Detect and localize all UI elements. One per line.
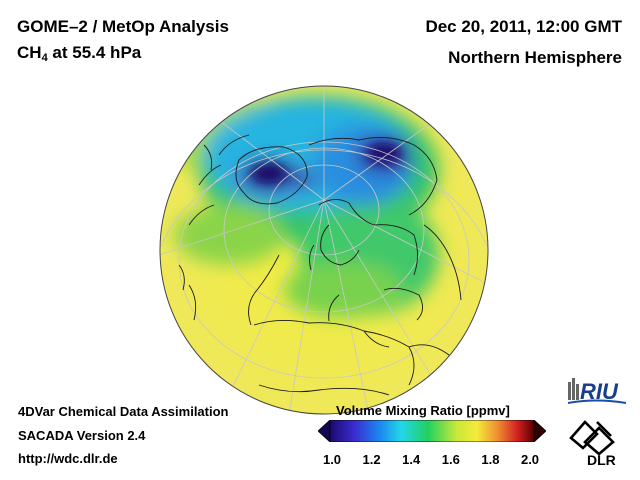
colorbar-tick-label: 1.0 [322, 452, 342, 467]
hemisphere-label: Northern Hemisphere [448, 48, 622, 67]
globe-map [159, 85, 489, 415]
footer-version: SACADA Version 2.4 [18, 428, 146, 443]
dlr-logo-text: DLR [587, 452, 616, 466]
colorbar-tick-label: 1.2 [362, 452, 381, 467]
dlr-logo: DLR [569, 420, 616, 466]
colorbar-tick-label: 1.4 [402, 452, 421, 467]
colorbar-title: Volume Mixing Ratio [ppmv] [336, 403, 510, 418]
map-subtitle: CH4 at 55.4 hPa [17, 43, 142, 64]
date-label: Dec 20, 2011, 12:00 GMT [425, 17, 622, 36]
colorbar-tick-label: 2.0 [520, 452, 540, 467]
colorbar-min-arrow [318, 420, 331, 442]
colorbar-gradient [329, 420, 535, 442]
footer-assimilation: 4DVar Chemical Data Assimilation [18, 404, 229, 419]
map-title: GOME–2 / MetOp Analysis [17, 17, 229, 36]
colorbar [318, 420, 546, 442]
riu-logo-text: RIU [580, 379, 619, 404]
colorbar-tick-label: 1.8 [481, 452, 500, 467]
colorbar-max-arrow [533, 420, 546, 442]
footer-url[interactable]: http://wdc.dlr.de [18, 451, 118, 466]
colorbar-tick-label: 1.6 [441, 452, 460, 467]
riu-logo: RIU [567, 378, 627, 404]
globe-outline [159, 85, 489, 415]
